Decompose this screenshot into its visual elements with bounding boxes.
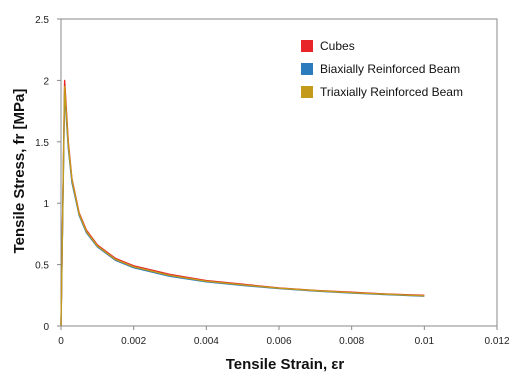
y-tick-label: 2.5: [35, 15, 49, 26]
series-layer: [60, 79, 425, 327]
x-tick-label: 0.002: [121, 336, 146, 347]
legend-swatch-1: [301, 40, 313, 52]
y-tick-label: 1: [43, 199, 49, 210]
x-tick-label: 0.008: [339, 336, 364, 347]
y-axis-title: Tensile Stress, fr [MPa]: [11, 89, 28, 254]
x-tick-label: 0.004: [194, 336, 219, 347]
legend-label-2: Biaxially Reinforced Beam: [320, 62, 460, 76]
legend-swatch-3: [301, 86, 313, 98]
x-tick-label: 0.012: [484, 336, 509, 347]
legend-swatch-2: [301, 63, 313, 75]
legend: Cubes Biaxially Reinforced Beam Triaxially…: [301, 39, 463, 99]
y-tick-label: 1.5: [35, 138, 49, 149]
x-tick-label: 0.006: [266, 336, 291, 347]
y-tick-label: 0: [43, 322, 49, 333]
x-axis-title: Tensile Strain, εr: [226, 356, 345, 373]
series-line-1: [60, 79, 425, 327]
ticks-layer: 0 0.002 0.004 0.006 0.008 0.01 0.012 0 0.5 1 1.5 2 2…: [35, 15, 510, 347]
series-line-2: [60, 91, 425, 327]
y-tick-label: 2: [43, 76, 49, 87]
legend-label-1: Cubes: [320, 39, 355, 53]
legend-label-3: Triaxially Reinforced Beam: [320, 85, 463, 99]
series-line-3: [60, 85, 425, 327]
y-tick-label: 0.5: [35, 261, 49, 272]
x-tick-label: 0.01: [415, 336, 435, 347]
x-tick-label: 0: [58, 336, 64, 347]
